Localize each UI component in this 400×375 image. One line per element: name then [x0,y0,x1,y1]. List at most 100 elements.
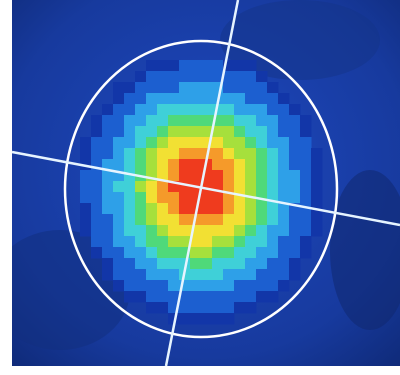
heatmap-cell [223,71,235,83]
heatmap-cell [190,192,202,204]
heatmap-cell [278,181,290,193]
heatmap-cell [146,93,158,105]
heatmap-cell [234,170,246,182]
heatmap-cell [278,247,290,259]
heatmap-cell [124,170,136,182]
heatmap-cell [113,247,125,259]
heatmap-cell [267,236,279,248]
heatmap-cell [245,126,257,138]
heatmap-cell [278,203,290,215]
heatmap-cell [179,137,191,149]
heatmap-cell [267,137,279,149]
heatmap-cell [256,137,268,149]
intensity-heatmap [80,60,323,325]
heatmap-cell [267,82,279,94]
heatmap-cell [113,126,125,138]
heatmap-cell [91,181,103,193]
heatmap-cell [124,203,136,215]
heatmap-cell [91,159,103,171]
heatmap-cell [212,115,224,127]
heatmap-cell [179,280,191,292]
heatmap-cell [278,225,290,237]
heatmap-cell [212,192,224,204]
heatmap-cell [234,159,246,171]
heatmap-cell [223,269,235,281]
heatmap-cell [168,192,180,204]
heatmap-cell [190,159,202,171]
heatmap-cell [190,170,202,182]
heatmap-cell [190,313,202,325]
heatmap-cell [267,170,279,182]
heatmap-cell [135,126,147,138]
heatmap-cell [168,247,180,259]
heatmap-cell [212,258,224,270]
heatmap-cell [201,269,213,281]
heatmap-cell [212,225,224,237]
heatmap-cell [278,214,290,226]
heatmap-cell [234,181,246,193]
heatmap-cell [278,137,290,149]
heatmap-cell [278,280,290,292]
heatmap-cell [245,104,257,116]
heatmap-cell [289,159,301,171]
heatmap-cell [234,115,246,127]
background-dark-patch-3 [220,0,380,80]
heatmap-cell [212,137,224,149]
heatmap-cell [179,148,191,160]
heatmap-cell [113,236,125,248]
heatmap-cell [234,280,246,292]
heatmap-cell [267,247,279,259]
heatmap-cell [124,148,136,160]
heatmap-cell [91,192,103,204]
heatmap-cell [256,280,268,292]
heatmap-cell [157,192,169,204]
heatmap-cell [157,126,169,138]
heatmap-cell [135,71,147,83]
heatmap-cell [146,236,158,248]
heatmap-cell [201,137,213,149]
crosshair-vertical [164,0,240,367]
heatmap-cell [311,192,323,204]
heatmap-cell [267,93,279,105]
heatmap-cell [91,225,103,237]
fit-ellipse [63,39,339,339]
heatmap-cell [179,192,191,204]
heatmap-cell [289,104,301,116]
heatmap-cell [102,269,114,281]
heatmap-cell [124,137,136,149]
heatmap-cell [135,93,147,105]
heatmap-cell [289,126,301,138]
heatmap-cell [135,181,147,193]
heatmap-cell [113,159,125,171]
heatmap-cell [113,137,125,149]
heatmap-cell [168,225,180,237]
heatmap-cell [179,258,191,270]
heatmap-cell [234,247,246,259]
heatmap-cell [135,247,147,259]
heatmap-cell [311,148,323,160]
heatmap-cell [157,71,169,83]
heatmap-cell [168,269,180,281]
heatmap-cell [113,258,125,270]
heatmap-cell [157,269,169,281]
heatmap-cell [102,203,114,215]
heatmap-cell [135,291,147,303]
heatmap-cell [179,291,191,303]
heatmap-cell [124,225,136,237]
heatmap-cell [212,181,224,193]
heatmap-cell [234,236,246,248]
heatmap-cell [256,181,268,193]
heatmap-cell [146,302,158,314]
heatmap-cell [179,247,191,259]
heatmap-cell [300,181,312,193]
heatmap-cell [201,302,213,314]
heatmap-cell [267,258,279,270]
heatmap-cell [146,192,158,204]
heatmap-cell [179,159,191,171]
heatmap-cell [190,148,202,160]
heatmap-cell [157,181,169,193]
heatmap-cell [289,225,301,237]
heatmap-cell [256,203,268,215]
heatmap-cell [311,214,323,226]
heatmap-cell [223,291,235,303]
